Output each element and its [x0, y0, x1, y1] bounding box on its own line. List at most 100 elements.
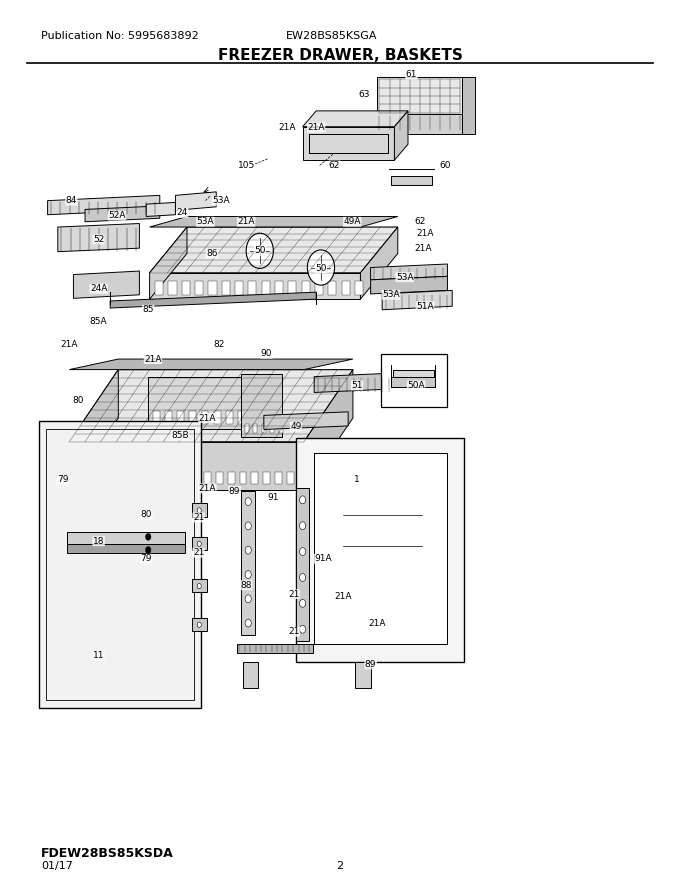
- Text: 49: 49: [290, 422, 301, 431]
- Text: 80: 80: [141, 510, 152, 519]
- Polygon shape: [48, 195, 160, 215]
- Bar: [177, 411, 184, 424]
- Bar: [86, 472, 93, 484]
- Bar: [381, 354, 447, 407]
- Circle shape: [299, 599, 306, 607]
- Bar: [201, 411, 208, 424]
- Polygon shape: [314, 453, 447, 644]
- Bar: [302, 281, 310, 295]
- Bar: [190, 411, 197, 424]
- Text: 50: 50: [254, 246, 265, 255]
- Bar: [110, 472, 117, 484]
- Text: 21A: 21A: [237, 217, 255, 226]
- Text: 21: 21: [288, 590, 299, 598]
- Bar: [270, 424, 274, 433]
- Bar: [245, 424, 249, 433]
- Text: 79: 79: [141, 554, 152, 563]
- Text: 21A: 21A: [199, 414, 216, 422]
- Text: 24A: 24A: [90, 284, 107, 293]
- Polygon shape: [360, 227, 398, 299]
- Bar: [296, 438, 464, 662]
- Bar: [239, 472, 246, 484]
- Polygon shape: [192, 618, 207, 631]
- Polygon shape: [69, 370, 118, 490]
- Polygon shape: [39, 421, 201, 708]
- Text: 50A: 50A: [407, 381, 425, 390]
- Polygon shape: [73, 271, 139, 298]
- Text: 21: 21: [288, 627, 299, 636]
- Bar: [299, 472, 305, 484]
- Polygon shape: [148, 377, 245, 429]
- Polygon shape: [377, 77, 462, 114]
- Bar: [39, 421, 201, 708]
- Polygon shape: [69, 370, 353, 442]
- Polygon shape: [175, 192, 216, 210]
- Text: 52A: 52A: [108, 211, 126, 220]
- Bar: [252, 472, 258, 484]
- Text: 21: 21: [193, 513, 204, 522]
- Text: 91: 91: [268, 493, 279, 502]
- Text: 63: 63: [358, 90, 369, 99]
- Text: 80: 80: [73, 396, 84, 405]
- Text: 62: 62: [415, 217, 426, 226]
- Polygon shape: [237, 644, 313, 653]
- Text: Publication No: 5995683892: Publication No: 5995683892: [41, 31, 199, 40]
- Circle shape: [197, 622, 201, 627]
- Text: 18: 18: [93, 537, 104, 546]
- Bar: [262, 281, 270, 295]
- Text: 21A: 21A: [278, 123, 296, 132]
- Text: 21A: 21A: [414, 244, 432, 253]
- Polygon shape: [192, 503, 207, 517]
- Polygon shape: [377, 114, 462, 134]
- Text: EW28BS85KSGA: EW28BS85KSGA: [286, 31, 377, 40]
- Text: 24: 24: [177, 209, 188, 217]
- Bar: [46, 429, 194, 700]
- Text: 21A: 21A: [416, 229, 434, 238]
- Text: 2: 2: [337, 861, 343, 870]
- Polygon shape: [371, 276, 447, 294]
- Polygon shape: [150, 273, 360, 299]
- Bar: [195, 281, 203, 295]
- Bar: [192, 472, 199, 484]
- Polygon shape: [69, 359, 353, 370]
- Circle shape: [245, 595, 252, 603]
- Text: 61: 61: [406, 70, 417, 79]
- Text: 88: 88: [241, 581, 252, 590]
- Bar: [248, 281, 256, 295]
- Bar: [169, 472, 176, 484]
- Polygon shape: [355, 662, 371, 688]
- Text: 1: 1: [354, 475, 360, 484]
- Bar: [99, 472, 105, 484]
- Circle shape: [245, 546, 252, 554]
- Text: 62: 62: [329, 161, 340, 170]
- Text: 01/17: 01/17: [41, 861, 73, 870]
- Polygon shape: [296, 438, 464, 662]
- Text: 89: 89: [229, 487, 240, 495]
- Polygon shape: [296, 488, 309, 641]
- Text: 21A: 21A: [61, 341, 78, 349]
- Bar: [165, 411, 172, 424]
- Bar: [275, 281, 283, 295]
- Text: 51: 51: [352, 381, 362, 390]
- Text: 21A: 21A: [144, 355, 162, 363]
- Polygon shape: [85, 206, 160, 222]
- Text: 105: 105: [237, 161, 255, 170]
- Polygon shape: [393, 370, 434, 377]
- Bar: [238, 411, 245, 424]
- Text: 79: 79: [57, 475, 68, 484]
- Bar: [235, 281, 243, 295]
- Text: 52: 52: [93, 235, 104, 244]
- Text: 53A: 53A: [382, 290, 400, 299]
- Bar: [222, 281, 230, 295]
- Circle shape: [245, 620, 252, 627]
- Text: 90: 90: [261, 349, 272, 358]
- Polygon shape: [391, 377, 435, 387]
- Text: 82: 82: [214, 341, 224, 349]
- Circle shape: [197, 583, 201, 589]
- Circle shape: [299, 496, 306, 503]
- Bar: [208, 281, 216, 295]
- Text: 60: 60: [440, 161, 451, 170]
- Text: 21A: 21A: [199, 484, 216, 493]
- Text: 89: 89: [365, 660, 376, 669]
- Text: 85A: 85A: [90, 317, 107, 326]
